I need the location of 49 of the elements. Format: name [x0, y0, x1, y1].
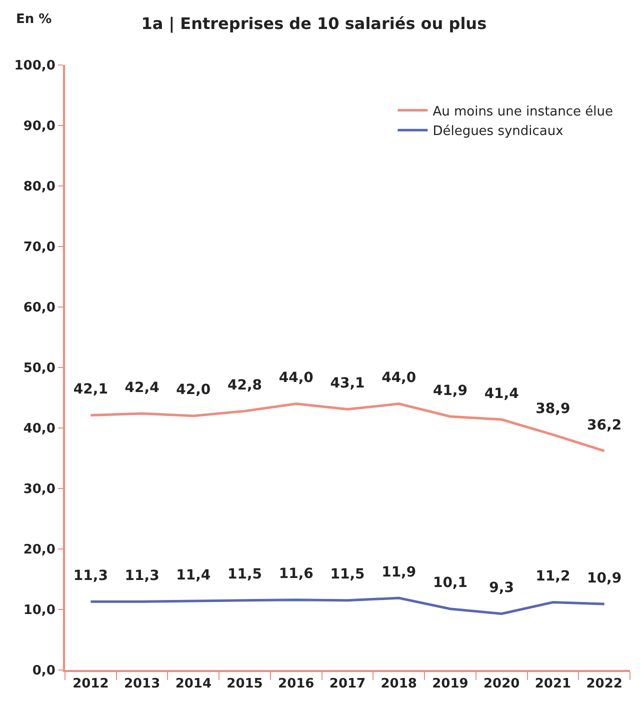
data-label: 42,4 — [124, 380, 160, 396]
data-label: 41,4 — [484, 386, 520, 402]
x-tick-label: 2016 — [278, 676, 314, 692]
data-label: 11,6 — [278, 566, 314, 582]
data-label: 10,9 — [587, 570, 622, 586]
y-axis-title: En % — [16, 12, 52, 27]
data-label: 42,1 — [73, 382, 108, 398]
x-tick-label: 2013 — [124, 676, 160, 692]
y-tick-label: 0,0 — [32, 664, 56, 679]
y-tick-label: 100,0 — [14, 58, 56, 74]
legend-label: Délegues syndicaux — [432, 124, 564, 140]
y-tick-label: 80,0 — [23, 180, 56, 195]
data-label: 11,9 — [382, 564, 416, 580]
data-label: 9,3 — [489, 580, 514, 596]
data-label: 43,1 — [330, 376, 365, 392]
y-tick-label: 40,0 — [23, 422, 56, 437]
y-tick-label: 20,0 — [23, 542, 56, 558]
data-label: 11,2 — [536, 568, 570, 585]
data-label: 38,9 — [536, 400, 570, 417]
x-tick-label: 2017 — [329, 676, 366, 692]
data-label: 42,8 — [227, 377, 262, 394]
y-tick-label: 50,0 — [23, 361, 56, 376]
data-label: 36,2 — [587, 417, 622, 434]
x-tick-label: 2019 — [432, 676, 468, 692]
data-label: 11,3 — [73, 568, 108, 584]
data-label: 11,5 — [227, 566, 262, 583]
line-series — [89, 596, 606, 615]
data-label: 44,0 — [278, 370, 314, 386]
data-label: 11,3 — [124, 568, 160, 584]
y-tick-label: 60,0 — [23, 300, 56, 316]
chart-title: 1a | Entreprises de 10 salariés ou plus — [141, 14, 487, 33]
x-tick-label: 2015 — [226, 676, 263, 692]
y-tick-label: 30,0 — [23, 482, 56, 498]
y-tick-label: 10,0 — [23, 603, 56, 618]
data-label: 11,4 — [176, 567, 211, 584]
data-label: 41,9 — [432, 382, 468, 399]
y-tick-label: 90,0 — [23, 119, 56, 134]
x-tick-label: 2021 — [534, 676, 572, 692]
x-tick-label: 2014 — [175, 676, 212, 692]
data-label: 44,0 — [382, 370, 416, 386]
data-label: 42,0 — [176, 382, 211, 398]
x-tick-label: 2012 — [72, 676, 109, 692]
legend-label: Au moins une instance élue — [432, 104, 614, 120]
y-tick-label: 70,0 — [23, 240, 56, 256]
x-tick-label: 2018 — [380, 676, 417, 692]
x-tick-label: 2022 — [586, 676, 622, 692]
data-label: 11,5 — [330, 566, 365, 583]
x-tick-label: 2020 — [483, 676, 520, 692]
data-label: 10,1 — [432, 575, 468, 592]
